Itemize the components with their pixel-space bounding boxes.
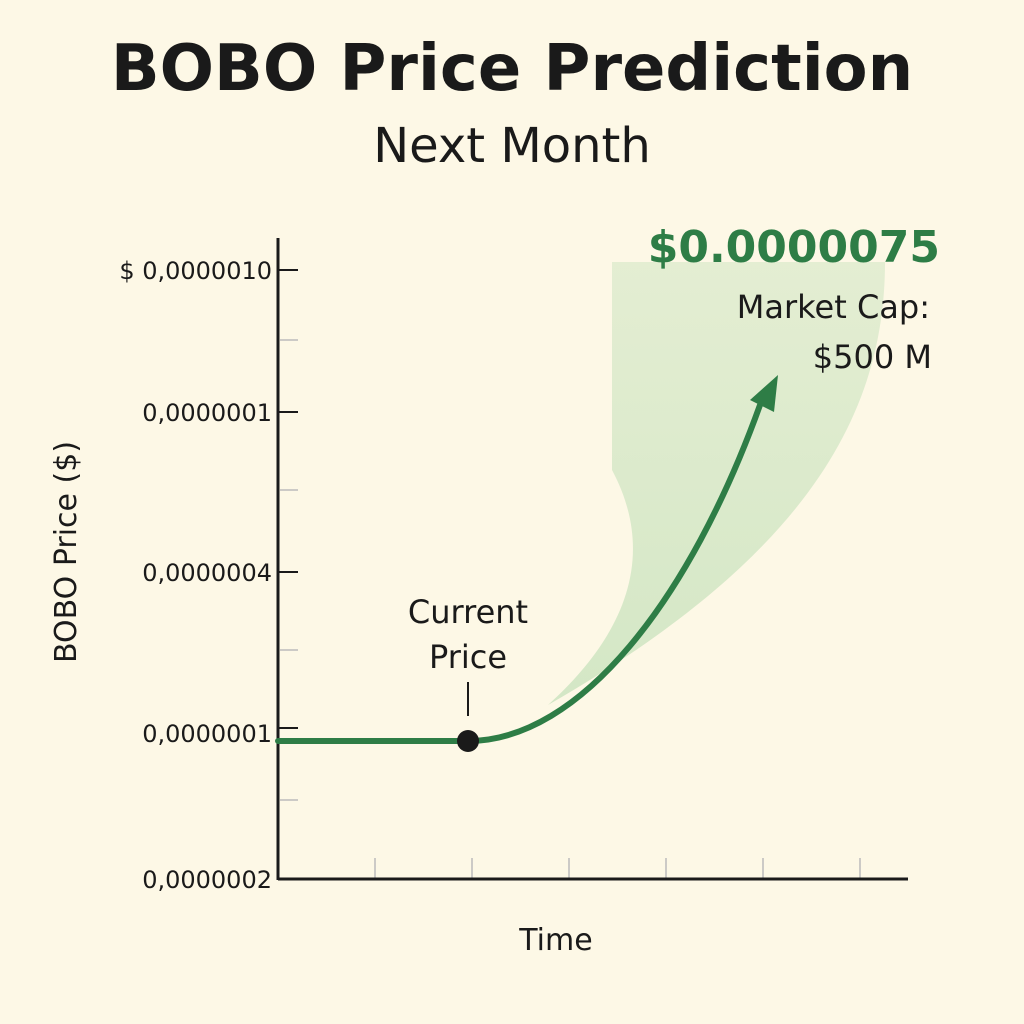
y-tick-label: $ 0,0000010 xyxy=(119,257,272,285)
x-axis-label: Time xyxy=(518,923,592,958)
current-price-marker xyxy=(457,730,479,752)
target-price-label: $0.0000075 xyxy=(648,222,940,273)
x-ticks xyxy=(374,858,861,879)
arrow-head xyxy=(750,375,778,412)
current-price-label-line1: Current xyxy=(408,593,528,631)
y-tick-label: 0,0000001 xyxy=(142,720,272,748)
y-axis-label: BOBO Price ($) xyxy=(49,441,84,663)
forecast-band xyxy=(548,262,885,705)
current-price-label-line2: Price xyxy=(429,638,507,676)
market-cap-label: Market Cap: xyxy=(737,288,930,326)
y-tick-label: 0,0000004 xyxy=(142,559,272,587)
chart-title: BOBO Price Prediction xyxy=(111,32,913,106)
y-ticks xyxy=(278,269,298,801)
chart-subtitle: Next Month xyxy=(373,118,651,174)
price-line xyxy=(275,402,763,744)
market-cap-value: $500 M xyxy=(813,338,932,376)
y-tick-label: 0,0000001 xyxy=(142,399,272,427)
y-tick-label: 0,0000002 xyxy=(142,866,272,894)
y-tick-labels: $ 0,0000010 0,0000001 0,0000004 0,000000… xyxy=(119,257,272,894)
